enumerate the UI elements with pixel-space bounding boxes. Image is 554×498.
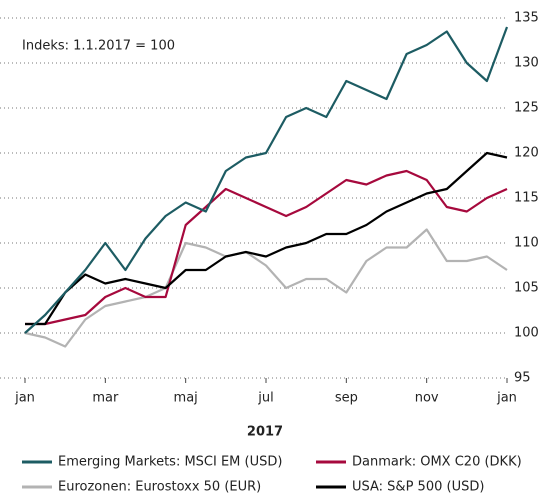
- y-tick-label: 110: [514, 236, 539, 251]
- x-tick-label: sep: [335, 391, 358, 406]
- y-tick-label: 95: [514, 371, 531, 386]
- x-axis-label: 2017: [247, 425, 283, 440]
- legend-label: Danmark: OMX C20 (DKK): [352, 455, 522, 470]
- x-tick-label: jan: [14, 391, 35, 406]
- series-line: [24, 26, 509, 334]
- series-line: [25, 151, 508, 326]
- y-tick-label: 130: [514, 56, 539, 71]
- legend-label: Eurozonen: Eurostoxx 50 (EUR): [58, 480, 261, 495]
- series-line: [24, 228, 508, 348]
- legend-label: Emerging Markets: MSCI EM (USD): [58, 455, 282, 470]
- series-line: [25, 169, 508, 326]
- x-tick-label: jul: [257, 391, 273, 406]
- y-tick-label: 135: [514, 11, 539, 26]
- y-tick-label: 100: [514, 326, 539, 341]
- y-tick-label: 115: [514, 191, 539, 206]
- y-tick-label: 120: [514, 146, 539, 161]
- x-tick-label: nov: [415, 391, 439, 406]
- x-tick-label: maj: [174, 391, 198, 406]
- y-tick-label: 105: [514, 281, 539, 296]
- legend-label: USA: S&P 500 (USD): [352, 480, 484, 495]
- x-tick-label: mar: [92, 391, 119, 406]
- x-tick-label: jan: [496, 391, 517, 406]
- y-tick-label: 125: [514, 101, 539, 116]
- annotation: Indeks: 1.1.2017 = 100: [22, 39, 175, 54]
